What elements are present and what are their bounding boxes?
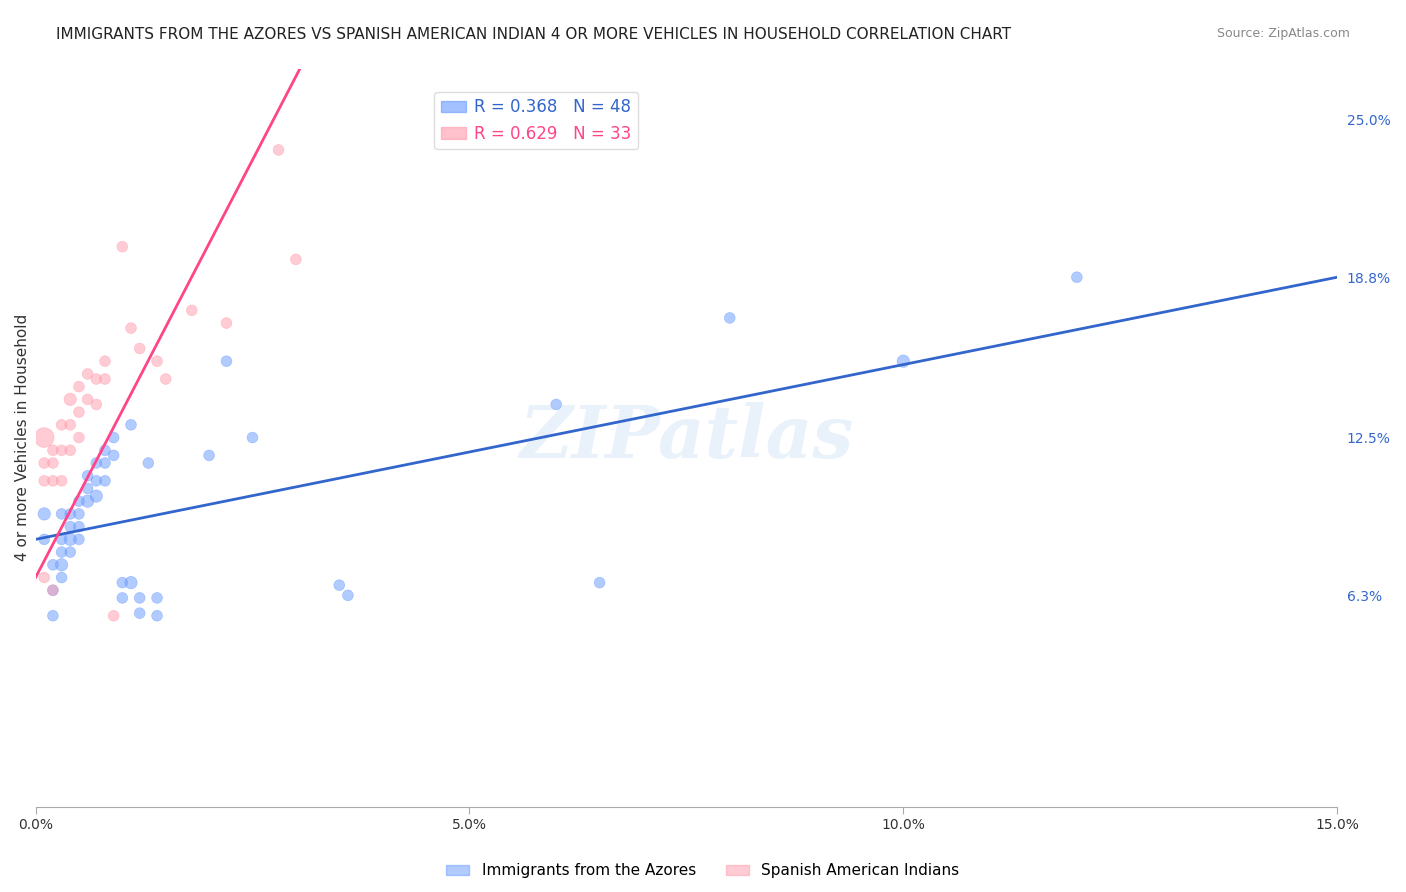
Point (32, 533, 55, 547)
Point (111, 240, 134, 254)
Point (42, 443, 65, 458)
Point (103, 431, 125, 445)
Point (198, 449, 221, 463)
Point (215, 316, 238, 330)
Point (67, 431, 90, 445)
Point (103, 608, 125, 623)
Point (336, 588, 359, 602)
Point (84, 474, 107, 488)
Point (76, 468, 98, 483)
Point (138, 456, 160, 470)
Point (42, 558, 65, 572)
Point (146, 354, 169, 368)
Point (67, 494, 90, 508)
Text: ZIPatlas: ZIPatlas (519, 402, 853, 473)
Point (94, 456, 117, 470)
Legend: R = 0.368   N = 48, R = 0.629   N = 33: R = 0.368 N = 48, R = 0.629 N = 33 (434, 92, 638, 149)
Point (94, 354, 117, 368)
Point (120, 575, 142, 590)
Y-axis label: 4 or more Vehicles in Household: 4 or more Vehicles in Household (15, 314, 30, 561)
Point (76, 392, 98, 407)
Point (242, 431, 264, 445)
Point (51, 443, 73, 458)
Point (32, 570, 55, 584)
Point (42, 608, 65, 623)
Point (51, 545, 73, 559)
Point (718, 310, 741, 325)
Point (103, 449, 125, 463)
Point (155, 372, 177, 386)
Point (328, 578, 350, 592)
Text: IMMIGRANTS FROM THE AZORES VS SPANISH AMERICAN INDIAN 4 OR MORE VEHICLES IN HOUS: IMMIGRANTS FROM THE AZORES VS SPANISH AM… (56, 27, 1011, 42)
Point (84, 397, 107, 411)
Point (51, 570, 73, 584)
Point (588, 575, 610, 590)
Point (94, 443, 117, 458)
Point (59, 519, 82, 533)
Point (111, 591, 134, 605)
Point (146, 608, 169, 623)
Point (891, 354, 914, 368)
Point (1066, 270, 1088, 285)
Point (59, 533, 82, 547)
Point (128, 591, 150, 605)
Point (42, 456, 65, 470)
Point (84, 372, 107, 386)
Point (111, 575, 134, 590)
Point (59, 417, 82, 432)
Point (94, 474, 117, 488)
Point (84, 456, 107, 470)
Point (67, 405, 90, 419)
Point (76, 482, 98, 496)
Point (51, 533, 73, 547)
Point (51, 474, 73, 488)
Point (32, 456, 55, 470)
Point (42, 583, 65, 598)
Point (128, 606, 150, 620)
Point (146, 591, 169, 605)
Point (42, 474, 65, 488)
Point (67, 533, 90, 547)
Point (76, 367, 98, 381)
Point (67, 519, 90, 533)
Point (51, 558, 73, 572)
Point (76, 494, 98, 508)
Point (32, 507, 55, 521)
Legend: Immigrants from the Azores, Spanish American Indians: Immigrants from the Azores, Spanish Amer… (440, 857, 966, 884)
Point (180, 303, 202, 318)
Point (59, 507, 82, 521)
Point (59, 392, 82, 407)
Point (546, 397, 568, 411)
Point (84, 489, 107, 503)
Point (51, 507, 73, 521)
Text: Source: ZipAtlas.com: Source: ZipAtlas.com (1216, 27, 1350, 40)
Point (267, 143, 290, 157)
Point (32, 431, 55, 445)
Point (284, 252, 307, 267)
Point (67, 379, 90, 393)
Point (67, 507, 90, 521)
Point (59, 443, 82, 458)
Point (215, 354, 238, 368)
Point (120, 321, 142, 335)
Point (128, 342, 150, 356)
Point (32, 474, 55, 488)
Point (120, 417, 142, 432)
Point (94, 372, 117, 386)
Point (51, 417, 73, 432)
Point (59, 545, 82, 559)
Point (42, 583, 65, 598)
